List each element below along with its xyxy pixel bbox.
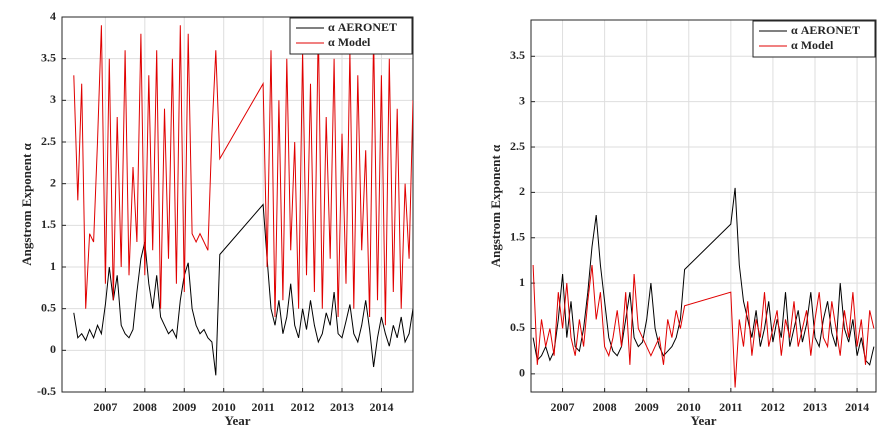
- y-axis-label: Angstrom Exponent α: [488, 144, 503, 267]
- plot-frame: [530, 19, 877, 393]
- y-tick-label: 0: [50, 342, 56, 356]
- legend-label: α AERONET: [791, 23, 860, 37]
- legend-box: [289, 17, 413, 55]
- legend-box: [752, 20, 876, 58]
- legend-label: α AERONET: [328, 20, 397, 34]
- y-tick-label: 0: [519, 366, 525, 380]
- data-line: [532, 187, 875, 366]
- x-tick-label: 2009: [172, 400, 196, 414]
- y-tick-label: 2: [50, 175, 56, 189]
- x-tick-label: 2012: [291, 400, 315, 414]
- x-tick-label: 2014: [845, 400, 869, 414]
- x-tick-label: 2013: [330, 400, 354, 414]
- plot-frame: [61, 16, 414, 393]
- x-tick-label: 2007: [93, 400, 117, 414]
- y-tick-label: 1.5: [510, 230, 525, 244]
- y-tick-label: 0.5: [510, 320, 525, 334]
- y-tick-label: 3: [50, 92, 56, 106]
- x-axis-label: Year: [691, 413, 717, 428]
- x-tick-label: 2012: [761, 400, 785, 414]
- x-tick-label: 2011: [251, 400, 274, 414]
- y-tick-label: 2.5: [510, 139, 525, 153]
- y-tick-label: 1: [519, 275, 525, 289]
- y-axis-label: Angstrom Exponent α: [19, 142, 34, 265]
- y-tick-label: 2.5: [41, 134, 56, 148]
- y-tick-label: 3.5: [510, 48, 525, 62]
- x-tick-label: 2010: [677, 400, 701, 414]
- y-tick-label: -0.5: [37, 384, 56, 398]
- x-tick-label: 2008: [593, 400, 617, 414]
- x-tick-label: 2009: [635, 400, 659, 414]
- x-tick-label: 2008: [133, 400, 157, 414]
- x-tick-label: 2013: [803, 400, 827, 414]
- legend-label: α Model: [791, 38, 834, 52]
- data-line: [73, 25, 413, 326]
- x-axis-label: Year: [225, 413, 251, 428]
- data-line: [73, 203, 413, 376]
- x-tick-label: 2014: [369, 400, 393, 414]
- y-tick-label: 3: [519, 93, 525, 107]
- x-tick-label: 2010: [212, 400, 236, 414]
- y-tick-label: 2: [519, 184, 525, 198]
- y-tick-label: 0.5: [41, 300, 56, 314]
- x-tick-label: 2011: [719, 400, 742, 414]
- legend-label: α Model: [328, 35, 371, 49]
- y-tick-label: 4: [50, 9, 56, 23]
- y-tick-label: 1: [50, 259, 56, 273]
- y-tick-label: 1.5: [41, 217, 56, 231]
- y-tick-label: 3.5: [41, 50, 56, 64]
- data-line: [532, 264, 875, 388]
- x-tick-label: 2007: [551, 400, 575, 414]
